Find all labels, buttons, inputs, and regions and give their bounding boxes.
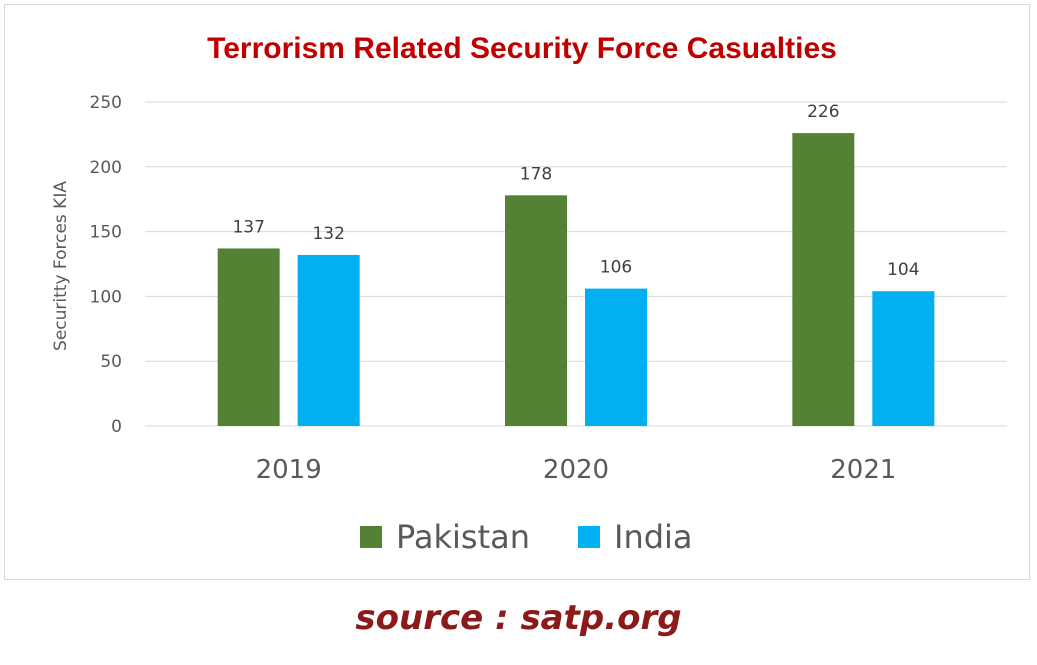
bars [217, 133, 935, 426]
data-label-pakistan-2019: 137 [232, 217, 264, 237]
data-label-india-2019: 132 [312, 224, 344, 244]
bar-pakistan-2019 [217, 248, 280, 426]
y-tick-label: 100 [90, 287, 122, 307]
data-label-pakistan-2020: 178 [520, 164, 552, 184]
bar-india-2019 [297, 254, 360, 426]
bar-chart: Terrorism Related Security Force Casualt… [51, 32, 1007, 556]
bar-india-2021 [872, 291, 935, 426]
x-tick-label: 2020 [543, 455, 609, 485]
gridlines [145, 101, 1007, 427]
data-label-india-2021: 104 [887, 260, 919, 280]
data-label-pakistan-2021: 226 [807, 102, 839, 122]
y-tick-label: 200 [90, 158, 122, 178]
y-axis-ticks: 0 50 100 150 200 250 [90, 93, 122, 437]
data-label-india-2020: 106 [600, 258, 632, 278]
legend-swatch-pakistan [360, 526, 382, 548]
chart-title: Terrorism Related Security Force Casualt… [207, 32, 837, 65]
bar-pakistan-2020 [505, 195, 567, 426]
x-axis-ticks: 2019 2020 2021 [256, 455, 897, 485]
data-labels: 137 132 178 106 226 104 [232, 102, 919, 280]
bar-pakistan-2021 [792, 133, 855, 426]
y-axis-label: Securitty Forces KIA [51, 181, 71, 351]
y-tick-label: 50 [100, 352, 122, 372]
legend-label-pakistan: Pakistan [396, 518, 530, 556]
source-caption: source : satp.org [355, 598, 682, 638]
y-tick-label: 150 [90, 223, 122, 243]
x-tick-label: 2021 [830, 455, 896, 485]
legend-label-india: India [614, 518, 693, 556]
legend-swatch-india [578, 526, 600, 548]
legend: Pakistan India [360, 518, 693, 556]
x-tick-label: 2019 [256, 455, 322, 485]
y-tick-label: 0 [111, 417, 122, 437]
y-tick-label: 250 [90, 93, 122, 113]
bar-india-2020 [585, 288, 647, 426]
